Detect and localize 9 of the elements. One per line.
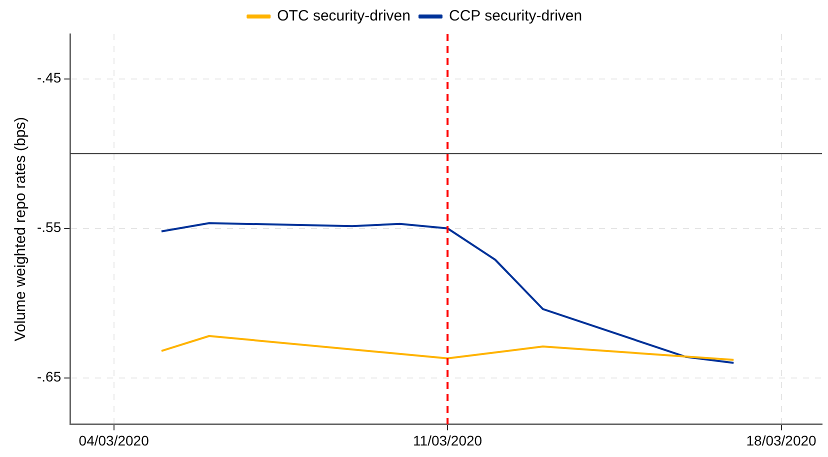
y-tick-label: -.45 xyxy=(37,70,62,86)
y-tick-label: -.65 xyxy=(37,368,62,385)
legend-label: CCP security-driven xyxy=(448,8,582,25)
x-tick-label: 11/03/2020 xyxy=(413,432,482,448)
x-tick-label: 04/03/2020 xyxy=(78,432,150,448)
legend-label: OTC security-driven xyxy=(277,8,410,25)
y-tick-label: -.55 xyxy=(37,219,62,236)
x-tick-label: 18/03/2020 xyxy=(746,432,817,448)
y-axis-title: Volume weighted repo rates (bps) xyxy=(12,116,30,342)
